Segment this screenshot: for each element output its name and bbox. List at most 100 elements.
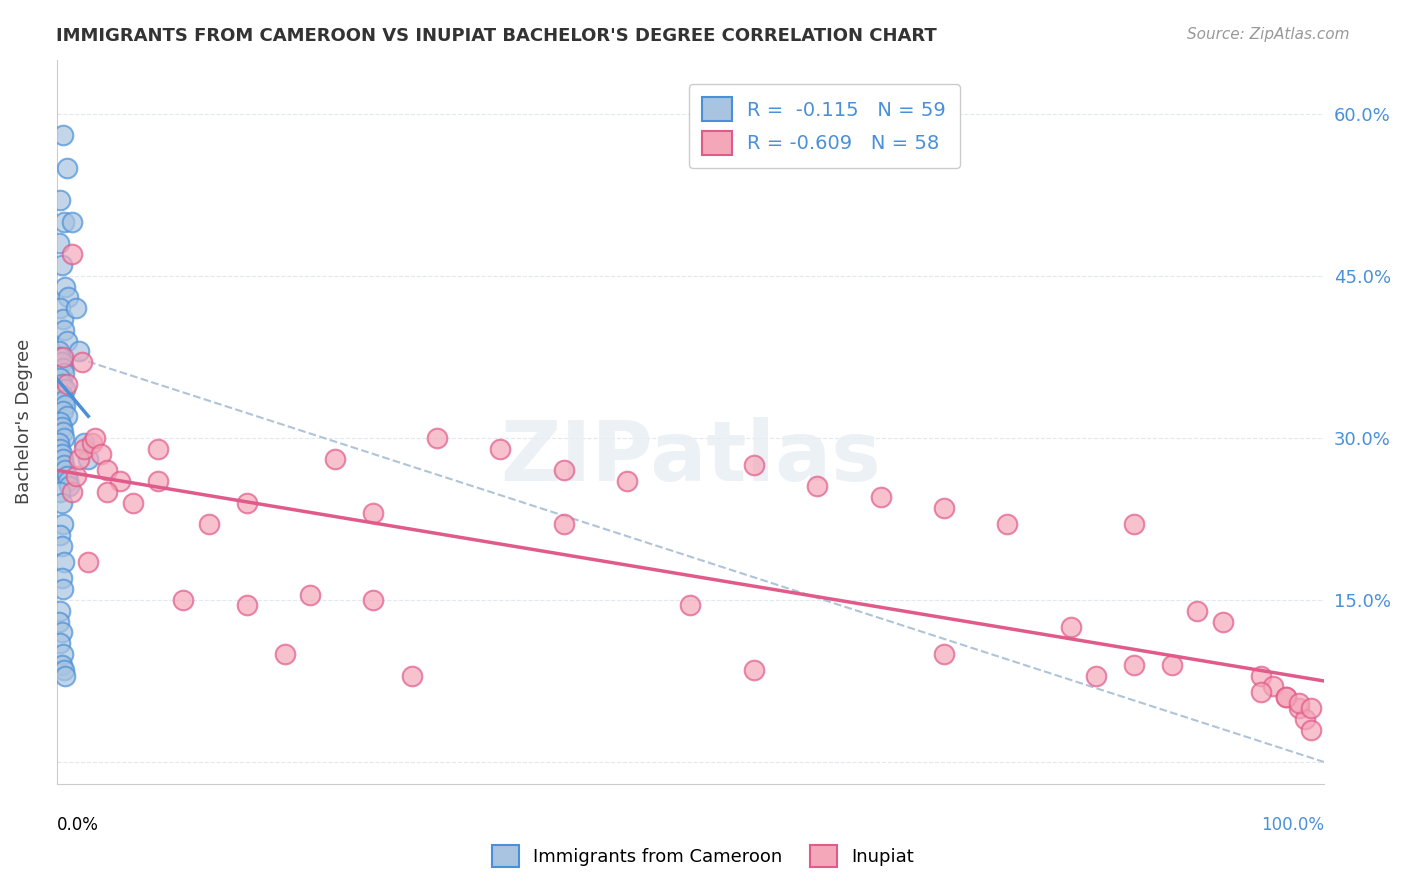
Point: [1187, 604, 1209, 618]
Point: [1161, 657, 1184, 672]
Point: [51, 625, 73, 640]
Point: [51, 420, 73, 434]
Point: [426, 431, 449, 445]
Point: [553, 463, 575, 477]
Point: [55, 398, 77, 412]
Point: [82, 436, 104, 450]
Point: [197, 517, 219, 532]
Point: [1288, 701, 1310, 715]
Point: [60, 215, 83, 229]
Point: [52, 312, 75, 326]
Point: [1301, 701, 1323, 715]
Point: [553, 517, 575, 532]
Point: [49, 442, 72, 456]
Point: [52, 425, 75, 440]
Point: [49, 301, 72, 315]
Point: [53, 431, 76, 445]
Point: [121, 496, 143, 510]
Point: [995, 517, 1018, 532]
Point: [53, 366, 76, 380]
Point: [679, 599, 702, 613]
Point: [401, 668, 423, 682]
Point: [51, 376, 73, 391]
Point: [52, 128, 75, 143]
Point: [235, 599, 257, 613]
Point: [51, 258, 73, 272]
Point: [53, 215, 76, 229]
Point: [49, 484, 72, 499]
Point: [235, 496, 257, 510]
Point: [49, 193, 72, 207]
Point: [172, 593, 194, 607]
Point: [363, 507, 385, 521]
Point: [53, 392, 76, 407]
Text: Source: ZipAtlas.com: Source: ZipAtlas.com: [1187, 27, 1350, 42]
Point: [77, 555, 100, 569]
Point: [55, 382, 77, 396]
Point: [51, 496, 73, 510]
Point: [742, 663, 765, 677]
Point: [48, 615, 70, 629]
Point: [1123, 517, 1146, 532]
Point: [56, 290, 79, 304]
Point: [67, 452, 90, 467]
Point: [60, 484, 83, 499]
Point: [96, 463, 118, 477]
Point: [49, 636, 72, 650]
Point: [1294, 712, 1316, 726]
Point: [274, 647, 297, 661]
Point: [49, 350, 72, 364]
Point: [616, 474, 638, 488]
Point: [325, 452, 347, 467]
Point: [146, 442, 169, 456]
Point: [51, 657, 73, 672]
Point: [55, 376, 77, 391]
Y-axis label: Bachelor's Degree: Bachelor's Degree: [15, 339, 32, 504]
Legend: R =  -0.115   N = 59, R = -0.609   N = 58: R = -0.115 N = 59, R = -0.609 N = 58: [689, 84, 959, 169]
Point: [1212, 615, 1234, 629]
Point: [52, 582, 75, 596]
Point: [146, 474, 169, 488]
Point: [1123, 657, 1146, 672]
Point: [49, 528, 72, 542]
Point: [52, 647, 75, 661]
Point: [67, 344, 90, 359]
Point: [48, 236, 70, 251]
Point: [1275, 690, 1298, 705]
Point: [51, 355, 73, 369]
Point: [83, 431, 105, 445]
Point: [1059, 620, 1081, 634]
Point: [55, 668, 77, 682]
Point: [65, 468, 87, 483]
Point: [108, 474, 131, 488]
Point: [48, 344, 70, 359]
Point: [932, 647, 955, 661]
Point: [806, 479, 828, 493]
Point: [52, 360, 75, 375]
Point: [90, 447, 112, 461]
Point: [56, 474, 79, 488]
Point: [49, 604, 72, 618]
Point: [53, 663, 76, 677]
Text: 0.0%: 0.0%: [56, 816, 98, 834]
Point: [51, 571, 73, 585]
Point: [52, 452, 75, 467]
Point: [51, 539, 73, 553]
Point: [96, 484, 118, 499]
Point: [55, 334, 77, 348]
Point: [70, 355, 93, 369]
Point: [363, 593, 385, 607]
Point: [869, 490, 891, 504]
Point: [55, 279, 77, 293]
Point: [52, 404, 75, 418]
Point: [53, 555, 76, 569]
Point: [77, 452, 100, 467]
Point: [1085, 668, 1108, 682]
Point: [65, 301, 87, 315]
Point: [51, 447, 73, 461]
Point: [55, 409, 77, 424]
Text: IMMIGRANTS FROM CAMEROON VS INUPIAT BACHELOR'S DEGREE CORRELATION CHART: IMMIGRANTS FROM CAMEROON VS INUPIAT BACH…: [56, 27, 936, 45]
Point: [53, 323, 76, 337]
Point: [49, 415, 72, 429]
Point: [55, 468, 77, 483]
